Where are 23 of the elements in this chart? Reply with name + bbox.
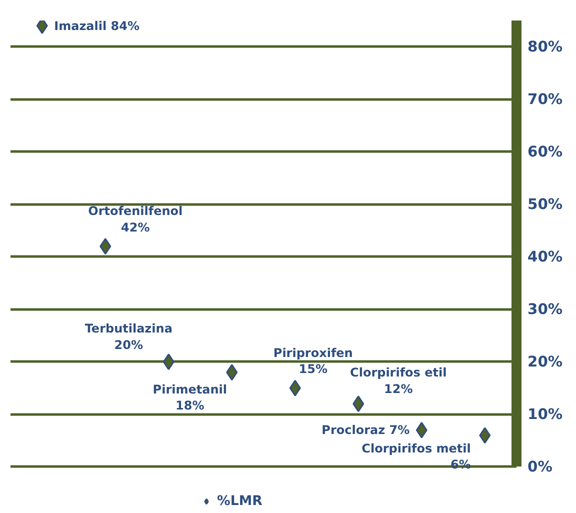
data-label: Imazalil 84% xyxy=(54,18,140,33)
y-tick-label: 50% xyxy=(528,196,563,213)
data-label: Clorpirifos etil 12% xyxy=(350,366,447,396)
data-label: Procloraz 7% xyxy=(322,423,410,438)
point xyxy=(352,396,364,412)
legend-label: %LMR xyxy=(217,494,262,508)
y-tick-label: 60% xyxy=(528,143,563,160)
y-tick-label: 70% xyxy=(528,90,563,108)
y-tick-label: 30% xyxy=(528,300,563,318)
y-tick-label: 80% xyxy=(528,38,563,56)
data-label: Ortofenilfenol 42% xyxy=(88,204,183,234)
point xyxy=(162,354,174,370)
point xyxy=(100,238,112,255)
y-tick-label: 20% xyxy=(528,353,563,370)
point xyxy=(416,422,428,438)
y-tick-label: 0% xyxy=(528,458,553,476)
y-tick-label: 40% xyxy=(528,248,563,266)
point xyxy=(479,427,491,444)
data-label: Terbutilazina 20% xyxy=(84,322,172,352)
y-tick-label: 10% xyxy=(528,406,563,423)
data-label: Pirimetanil 18% xyxy=(152,382,227,412)
point xyxy=(289,380,301,396)
point xyxy=(226,364,238,381)
